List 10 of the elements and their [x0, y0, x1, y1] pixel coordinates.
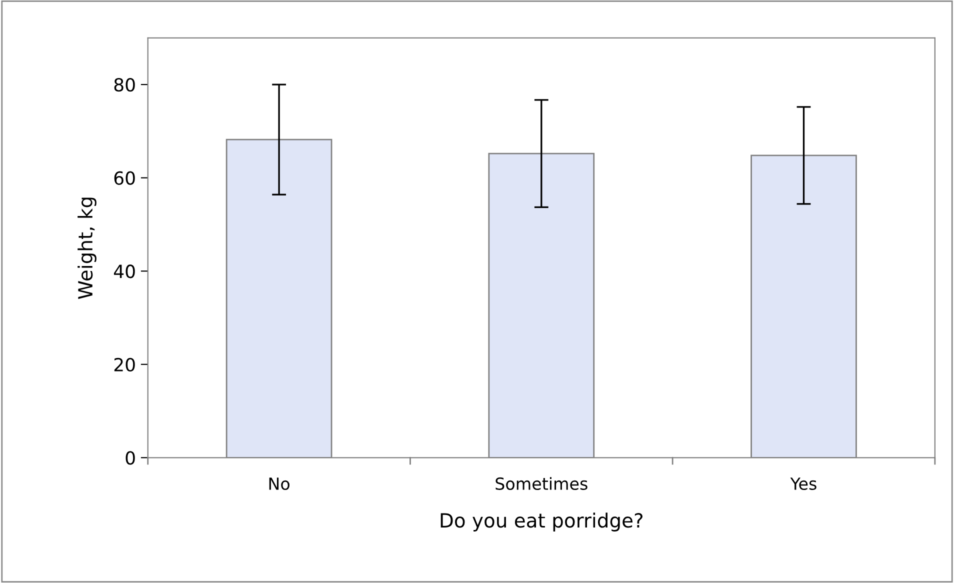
y-axis-title: Weight, kg [78, 198, 96, 299]
y-tick-label: 20 [114, 358, 135, 372]
x-tick-label: No [269, 478, 290, 490]
x-axis-title: Do you eat porridge? [440, 512, 642, 532]
x-tick-label: Yes [790, 478, 816, 490]
y-tick-label: 40 [114, 264, 135, 278]
y-tick-label: 60 [114, 171, 135, 185]
x-tick-label: Sometimes [496, 477, 588, 490]
y-tick-label: 80 [114, 78, 135, 92]
y-tick-label: 0 [126, 451, 135, 465]
